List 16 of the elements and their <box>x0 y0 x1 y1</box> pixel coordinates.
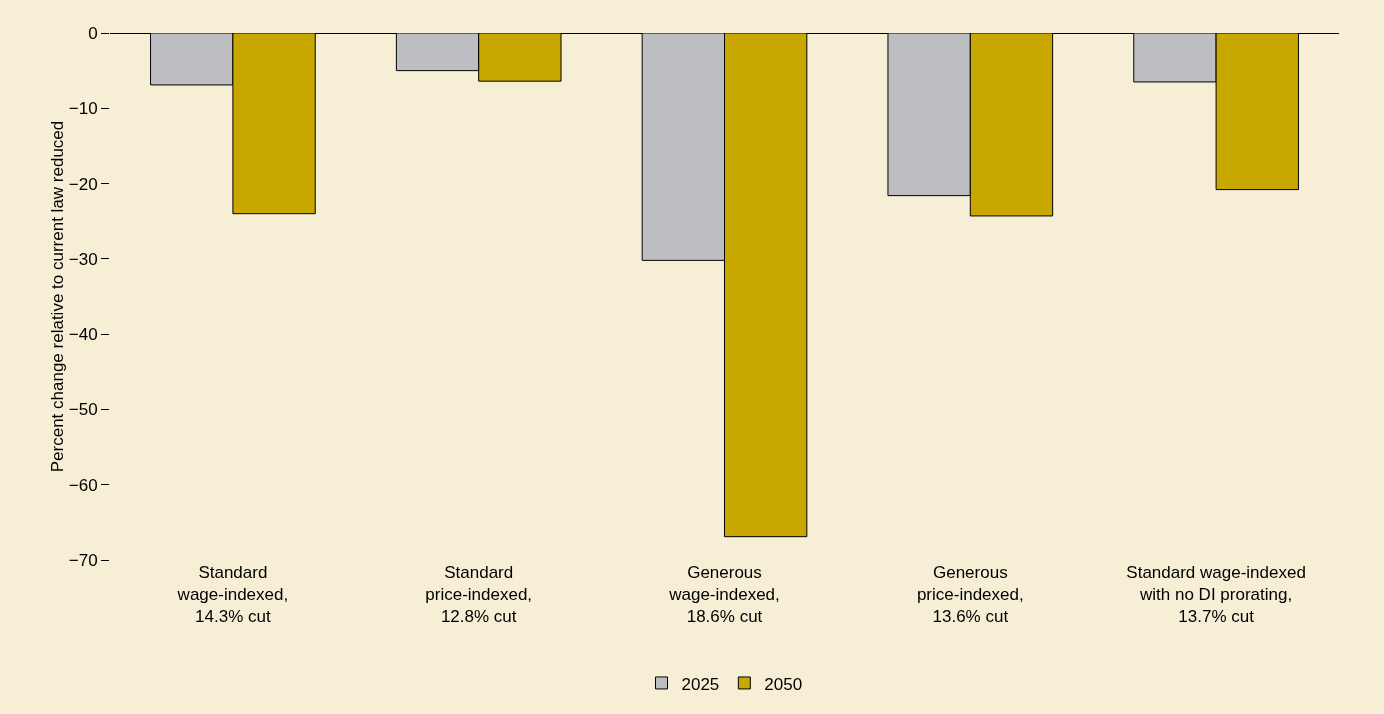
x-tick-label: Standard wage-indexed with no DI prorating, 13.7% cut <box>1126 563 1306 627</box>
x-tick-label: Standard wage-indexed, 14.3% cut <box>176 563 289 627</box>
x-tick-label: Generous wage-indexed, 18.6% cut <box>668 563 780 627</box>
x-tick-label: Standard price-indexed, 12.8% cut <box>425 563 533 627</box>
y-tick-label: −60 <box>68 475 98 495</box>
y-tick-label: −40 <box>68 325 98 345</box>
y-tick-label: −10 <box>68 99 98 119</box>
y-axis-title: Percent change relative to current law reduced <box>47 120 67 473</box>
y-tick-label: −30 <box>68 249 98 269</box>
y-tick-label: −50 <box>68 400 98 420</box>
y-tick-label: −70 <box>68 550 98 570</box>
x-tick-label: Generous price-indexed, 13.6% cut <box>916 563 1024 627</box>
legend-label: 2025 <box>681 674 720 694</box>
y-tick-label: 0 <box>88 23 98 43</box>
legend-label: 2050 <box>764 674 803 694</box>
y-tick-label: −20 <box>68 174 98 194</box>
